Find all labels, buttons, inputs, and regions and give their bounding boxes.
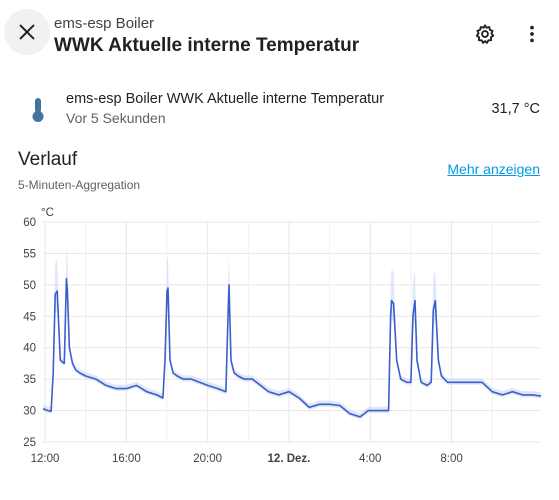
- history-aggregation-label: 5-Minuten-Aggregation: [18, 178, 141, 192]
- x-tick-label: 12:00: [31, 453, 60, 465]
- series-line: [42, 277, 542, 418]
- chart-x-axis: 12:00 16:00 20:00 12. Dez. 4:00 8:00: [31, 453, 463, 465]
- gear-icon: [475, 24, 495, 44]
- close-icon: [19, 24, 35, 40]
- y-tick-label: 35: [23, 374, 36, 386]
- y-tick-label: 50: [23, 280, 36, 292]
- chart-y-axis: 25 30 35 40 45 50 55 60: [23, 217, 36, 449]
- entity-last-changed: Vor 5 Sekunden: [66, 110, 166, 126]
- entity-state-value: 31,7 °C: [491, 101, 540, 117]
- history-title: Verlauf: [18, 149, 78, 170]
- y-tick-label: 25: [23, 437, 36, 449]
- history-chart: 25 30 35 40 45 50 55 60 12:00 16:00 20:00 12. Dez.…: [0, 200, 559, 470]
- entity-name: ems-esp Boiler WWK Aktuelle interne Temp…: [66, 91, 385, 107]
- y-tick-label: 40: [23, 343, 36, 355]
- device-subtitle: ems-esp Boiler: [54, 15, 155, 32]
- settings-button[interactable]: [471, 20, 499, 48]
- chart-series: [42, 277, 542, 418]
- x-tick-label: 20:00: [193, 453, 222, 465]
- dialog-title: WWK Aktuelle interne Temperatur: [54, 35, 360, 56]
- close-button[interactable]: [4, 9, 50, 55]
- history-chart-svg: 25 30 35 40 45 50 55 60 12:00 16:00 20:00 12. Dez.…: [23, 207, 542, 465]
- thermometer-icon: [32, 98, 44, 122]
- x-tick-label: 16:00: [112, 453, 141, 465]
- chart-grid: [43, 221, 541, 443]
- x-tick-label: 12. Dez.: [268, 453, 311, 465]
- y-tick-label: 45: [23, 311, 36, 323]
- y-tick-label: 60: [23, 217, 36, 229]
- x-tick-label: 8:00: [440, 453, 462, 465]
- more-vertical-icon: [530, 25, 534, 43]
- y-tick-label: 30: [23, 406, 36, 418]
- more-menu-button[interactable]: [518, 20, 546, 48]
- x-tick-label: 4:00: [359, 453, 381, 465]
- y-tick-label: 55: [23, 248, 36, 260]
- show-more-link[interactable]: Mehr anzeigen: [447, 161, 540, 177]
- chart-y-unit: °C: [41, 207, 54, 219]
